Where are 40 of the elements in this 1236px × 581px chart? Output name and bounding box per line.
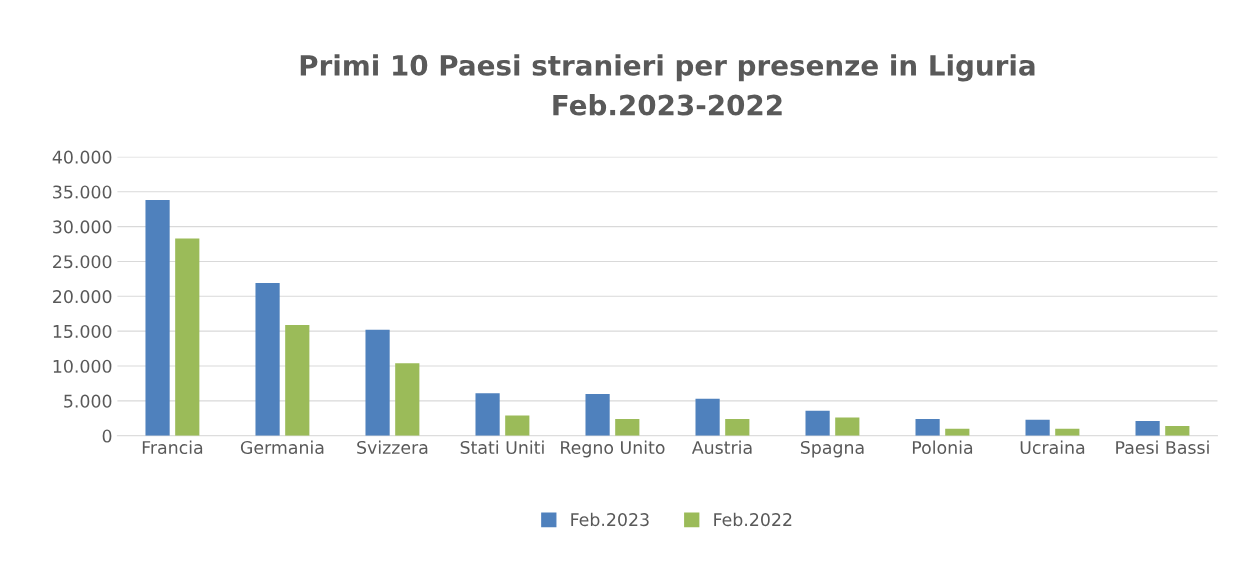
y-tick-label: 35.000: [53, 185, 112, 199]
y-tick-label: 5.000: [64, 394, 112, 408]
bar: [505, 415, 530, 436]
bar: [145, 200, 170, 436]
x-tick-label: Spagna: [800, 440, 864, 458]
bar: [915, 419, 940, 436]
x-tick-label: Polonia: [912, 440, 973, 455]
y-tick-label: 20.000: [53, 290, 112, 304]
y-tick-label: 0: [102, 429, 112, 443]
bar: [365, 329, 390, 436]
y-tick-label: 30.000: [53, 220, 112, 234]
y-tick-label: 15.000: [53, 324, 112, 339]
bar: [615, 419, 640, 436]
bar: [255, 283, 280, 436]
bar: [1165, 425, 1190, 436]
chart-title: Primi 10 Paesi stranieri per presenze in Liguria Feb.2023-2022: [300, 54, 1035, 116]
y-tick-label: 40.000: [52, 150, 112, 164]
x-tick-label: Stati Uniti: [460, 440, 544, 455]
x-tick-label: Svizzera: [357, 440, 428, 455]
x-tick-label: Regno Unito: [561, 440, 665, 458]
bar: [475, 393, 500, 436]
x-tick-label: Paesi Bassi: [1116, 440, 1209, 455]
legend-label: Feb.2023: [571, 512, 649, 527]
x-tick-label: Germania: [240, 440, 324, 455]
bar: [805, 410, 830, 436]
bar: [1025, 419, 1050, 436]
x-tick-label: Francia: [142, 440, 203, 455]
x-tick-label: Ucraina: [1020, 440, 1085, 455]
legend-label: Feb.2022: [714, 512, 792, 527]
bar: [395, 363, 420, 436]
bar: [175, 238, 200, 436]
bar: [695, 398, 720, 436]
bar: [1135, 421, 1160, 436]
bar: [285, 324, 310, 436]
bar: [585, 393, 610, 436]
bar: [835, 417, 860, 436]
y-tick-label: 10.000: [53, 359, 112, 373]
y-tick-label: 25.000: [53, 255, 112, 269]
x-tick-label: Austria: [691, 440, 752, 455]
bar: [725, 419, 750, 436]
